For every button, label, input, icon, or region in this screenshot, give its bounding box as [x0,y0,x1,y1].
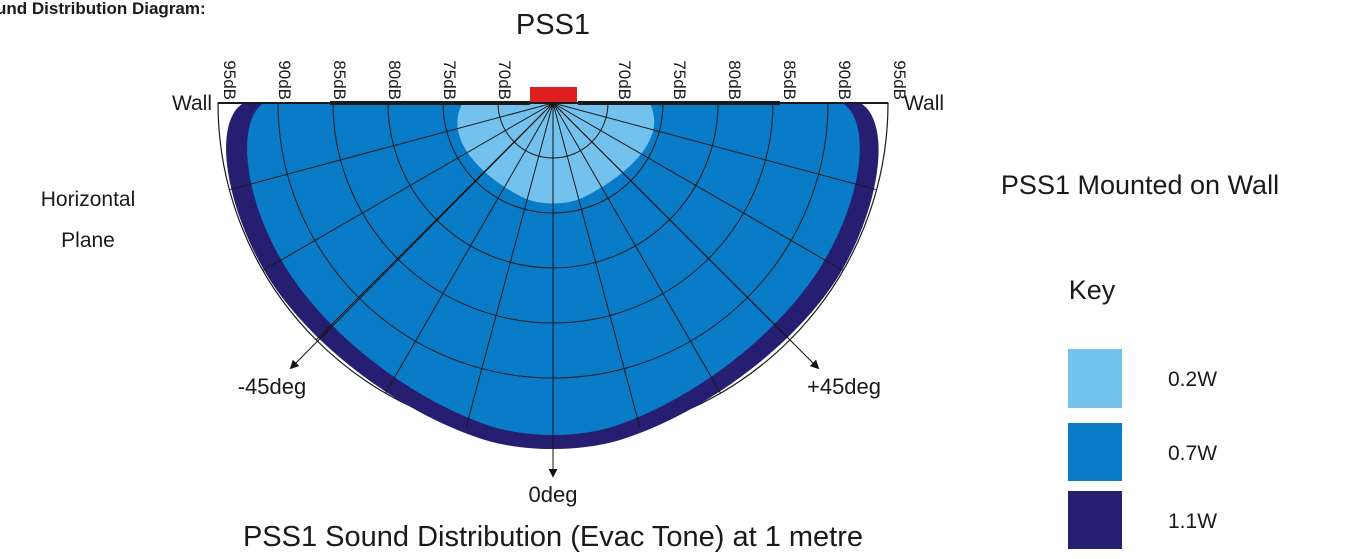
legend-swatch-1-1w [1068,491,1122,549]
plane-label-line1: Horizontal [41,188,136,211]
plane-label-line2: Plane [61,229,115,252]
grid-spoke [465,102,554,427]
db-label: 90dB [275,60,294,100]
legend: 0.2W 0.7W 1.1W [1068,349,1217,549]
legend-swatch-0-7w [1068,423,1122,481]
db-label: 90dB [835,60,854,100]
diagram-caption: PSS1 Sound Distribution (Evac Tone) at 1… [243,521,863,553]
side-panel-heading: PSS1 Mounted on Wall [1001,170,1279,200]
legend-label-0-2w: 0.2W [1168,368,1217,391]
zero-deg-label: 0deg [529,482,578,507]
grid-spoke [262,102,554,271]
db-label: 85dB [330,60,349,100]
db-label: 70dB [495,60,514,100]
legend-swatch-0-2w [1068,349,1122,408]
grid-spoke [552,102,721,394]
plus-45-label: +45deg [807,374,881,399]
legend-label-1-1w: 1.1W [1168,510,1217,533]
grid-spoke [229,102,554,191]
db-label: 75dB [670,60,689,100]
minus-45-arrow [289,102,554,370]
grid-spoke [552,102,877,191]
grid-spoke [385,102,554,394]
coverage-regions [226,104,879,449]
legend-label-0-7w: 0.7W [1168,442,1217,465]
grid-spoke [552,102,844,271]
db-scale: 95dB 90dB 85dB 80dB 75dB 70dB 70dB 75dB 80dB 85dB… [220,60,909,100]
device-label: PSS1 [516,9,590,41]
page-title: und Distribution Diagram: [0,0,206,18]
db-label: 75dB [440,60,459,100]
db-label: 95dB [220,60,239,100]
speaker-marker [530,87,577,102]
plus-45-arrow [552,102,820,370]
minus-45-label: -45deg [238,374,307,399]
db-label: 95dB [890,60,909,100]
db-label: 85dB [780,60,799,100]
db-label: 80dB [725,60,744,100]
key-title: Key [1069,275,1116,305]
db-label: 80dB [385,60,404,100]
grid-spoke [552,102,641,427]
db-label: 70dB [615,60,634,100]
left-wall-label: Wall [172,92,212,115]
right-wall-label: Wall [904,92,944,115]
coverage-region-0-2w [457,104,655,204]
